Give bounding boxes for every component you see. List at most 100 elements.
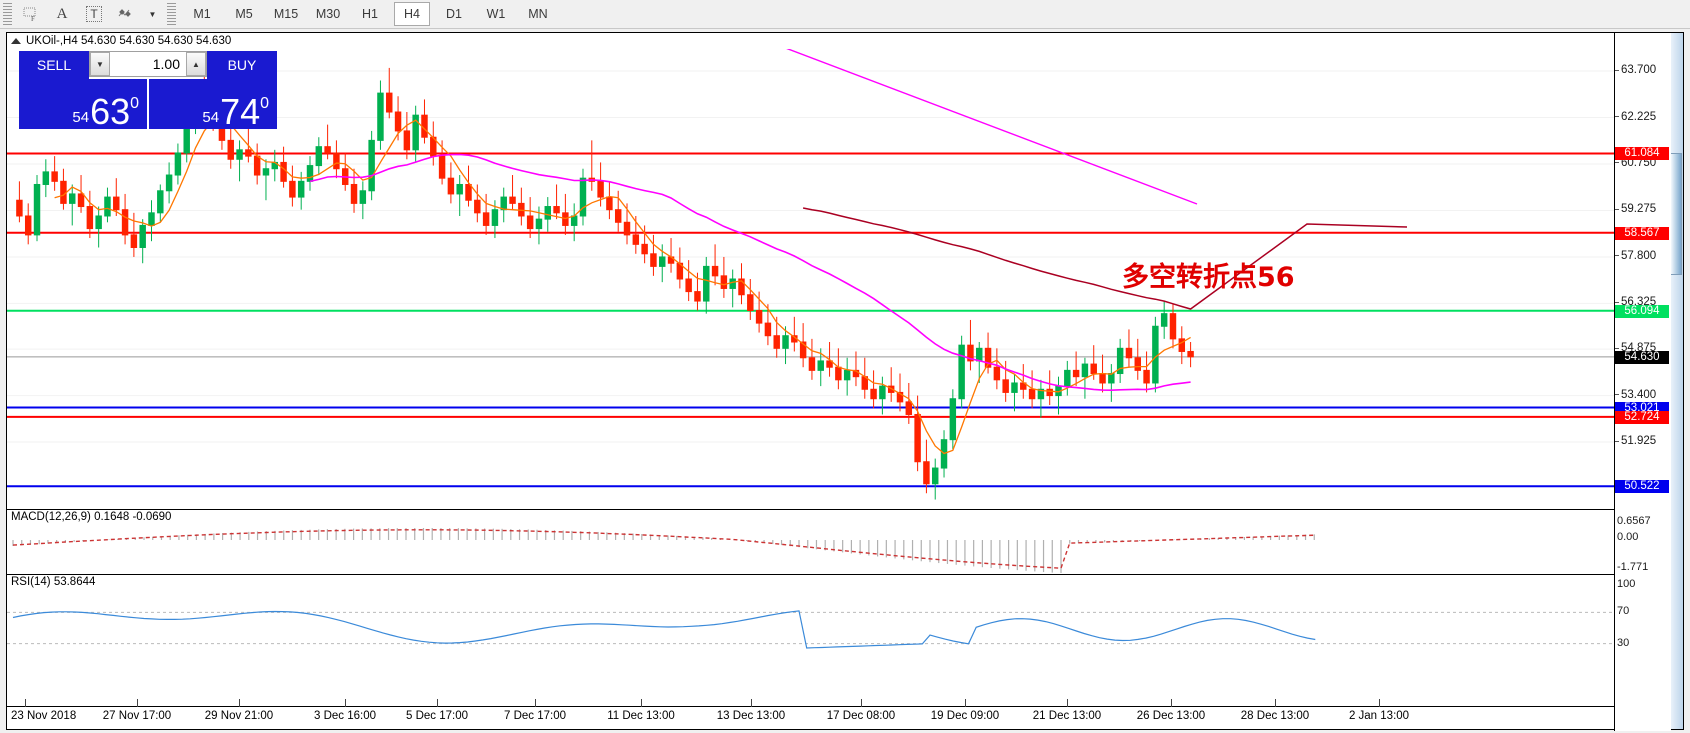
price-tick-label: 62.225	[1621, 110, 1657, 123]
price-tick: 57.800	[1615, 250, 1656, 262]
date-label: 17 Dec 08:00	[826, 710, 896, 722]
chart-header: UKOil-,H4 54.630 54.630 54.630 54.630	[7, 33, 1669, 49]
date-tick	[437, 699, 438, 707]
macd-label: MACD(12,26,9) 0.1648 -0.0690	[11, 511, 172, 523]
macd-tick: 0.00	[1617, 531, 1639, 543]
price-tick-label: 51.925	[1621, 435, 1657, 448]
price-badge-50-522[interactable]: 50.522	[1615, 480, 1669, 494]
vertical-scrollbar[interactable]	[1670, 33, 1683, 729]
price-tick: 59.275	[1615, 203, 1656, 215]
price-tick: 53.400	[1615, 389, 1656, 401]
volume-input[interactable]: ▼ 1.00 ▲	[89, 51, 207, 77]
trade-panel-controls: SELL ▼ 1.00 ▲ BUY	[19, 51, 277, 79]
timeframe-d1[interactable]: D1	[446, 7, 462, 21]
buy-button[interactable]: BUY	[207, 51, 277, 79]
price-tick-label: 59.275	[1621, 203, 1657, 216]
toolbar-separator	[167, 3, 176, 25]
date-tick	[641, 699, 642, 707]
price-badge-58-567[interactable]: 58.567	[1615, 226, 1669, 240]
timeframe-h1[interactable]: H1	[362, 7, 378, 21]
date-label: 11 Dec 13:00	[607, 710, 675, 722]
text-a-icon[interactable]: A	[56, 5, 68, 22]
date-tick	[25, 699, 26, 707]
text-label-icon[interactable]: T	[80, 1, 108, 27]
macd-svg	[12, 528, 1315, 574]
price-badge-61-084[interactable]: 61.084	[1615, 147, 1669, 161]
objects-icon[interactable]	[112, 1, 140, 27]
price-tick-label: 53.400	[1621, 388, 1657, 401]
crosshair-f-icon[interactable]: F	[16, 1, 44, 27]
rsi-svg	[7, 610, 1617, 649]
sell-price-fraction: 0	[130, 95, 140, 112]
date-tick	[861, 699, 862, 707]
price-badge-54-630[interactable]: 54.630	[1615, 350, 1669, 364]
timeframe-m15[interactable]: M15	[273, 7, 299, 21]
chevron-down-glyph: ▼	[148, 9, 157, 19]
chart-header-text: UKOil-,H4 54.630 54.630 54.630 54.630	[26, 35, 232, 47]
timeframe-w1[interactable]: W1	[486, 7, 506, 21]
volume-decrease-button[interactable]: ▼	[90, 52, 110, 76]
date-label: 28 Dec 13:00	[1240, 710, 1310, 722]
timeframe-group: M1 M5 M15 M30 H1 H4 D1 W1 MN	[181, 2, 559, 26]
collapse-arrow-icon[interactable]	[11, 38, 21, 44]
date-label: 26 Dec 13:00	[1136, 710, 1206, 722]
date-label: 21 Dec 13:00	[1032, 710, 1102, 722]
timeframe-mn[interactable]: MN	[528, 7, 548, 21]
date-tick	[535, 699, 536, 707]
scrollbar-thumb[interactable]	[1670, 153, 1682, 275]
timeframe-m1[interactable]: M1	[193, 7, 211, 21]
timeframe-m5[interactable]: M5	[235, 7, 253, 21]
date-label: 2 Jan 13:00	[1348, 710, 1410, 722]
date-tick	[1067, 699, 1068, 707]
buy-price-fraction: 0	[260, 95, 270, 112]
date-tick	[345, 699, 346, 707]
rsi-tick: 30	[1617, 636, 1630, 649]
date-tick	[137, 699, 138, 707]
macd-subwindow[interactable]: MACD(12,26,9) 0.1648 -0.0690	[7, 509, 1617, 574]
price-badge-52-724[interactable]: 52.724	[1615, 410, 1669, 424]
date-label: 23 Nov 2018	[11, 710, 77, 722]
date-tick	[965, 699, 966, 707]
price-badge-56-094[interactable]: 56.094	[1615, 304, 1669, 318]
sell-price-display[interactable]: 54 63 0	[19, 79, 148, 132]
crosshair-f-glyph: F	[23, 7, 36, 22]
date-tick	[1275, 699, 1276, 707]
price-tick-label: 57.800	[1621, 249, 1657, 262]
chart-window: UKOil-,H4 54.630 54.630 54.630 54.630 多空…	[6, 32, 1684, 731]
buy-price-display[interactable]: 54 74 0	[149, 79, 278, 132]
main-toolbar: F A T ▼ M1 M5 M15 M30 H1 H4 D1 W1 MN	[0, 0, 1690, 29]
chart-annotation: 多空转折点56	[1122, 262, 1295, 293]
date-label: 13 Dec 13:00	[716, 710, 786, 722]
rsi-subwindow[interactable]: RSI(14) 53.8644	[7, 574, 1617, 680]
chevron-down-icon[interactable]: ▼	[144, 1, 160, 27]
sell-button[interactable]: SELL	[19, 51, 89, 79]
date-label: 5 Dec 17:00	[405, 710, 469, 722]
price-tick: 51.925	[1615, 435, 1656, 447]
date-label: 3 Dec 16:00	[313, 710, 377, 722]
volume-value[interactable]: 1.00	[152, 56, 180, 72]
rsi-scale: 100 70 30	[1614, 574, 1671, 679]
toolbar-grip-handle[interactable]	[3, 3, 12, 25]
price-plot[interactable]	[7, 49, 1617, 509]
date-label: 7 Dec 17:00	[503, 710, 567, 722]
macd-tick: 0.6567	[1617, 515, 1651, 527]
timeframe-m30[interactable]: M30	[315, 7, 341, 21]
date-axis[interactable]: 23 Nov 2018 27 Nov 17:00 29 Nov 21:00 3 Dec…	[7, 699, 1617, 729]
text-label-glyph: T	[86, 6, 102, 22]
macd-tick: -1.771	[1617, 561, 1649, 573]
buy-price-main: 74	[220, 91, 261, 132]
rsi-tick: 100	[1617, 578, 1636, 590]
rsi-label: RSI(14) 53.8644	[11, 576, 96, 588]
timeframe-h4[interactable]: H4	[394, 2, 430, 26]
rsi-tick: 70	[1617, 605, 1630, 618]
date-tick	[1171, 699, 1172, 707]
price-plot-svg	[7, 49, 1617, 500]
sell-price-main: 63	[90, 91, 131, 132]
date-tick	[1379, 699, 1380, 707]
trade-panel-prices: 54 63 0 54 74 0	[19, 79, 278, 132]
macd-scale: 0.6567 0.00 -1.771	[1614, 509, 1671, 573]
date-label: 29 Nov 21:00	[204, 710, 274, 722]
date-label: 27 Nov 17:00	[102, 710, 172, 722]
volume-increase-button[interactable]: ▲	[186, 52, 206, 76]
